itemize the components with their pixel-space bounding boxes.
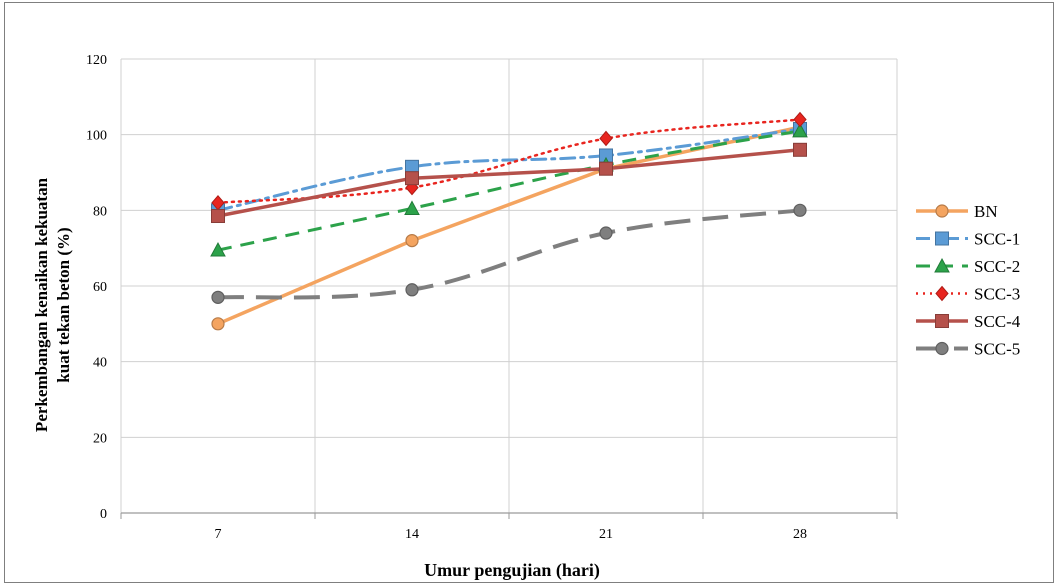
- x-tick-label: 14: [405, 527, 419, 542]
- y-axis-title-line2: kuat tekan beton (%): [54, 227, 73, 382]
- legend-marker-scc-5: [935, 341, 949, 356]
- data-point-scc-5: [599, 226, 613, 240]
- y-tick-label: 80: [93, 204, 107, 219]
- series-lines: [216, 118, 802, 326]
- x-axis-title: Umur pengujian (hari): [424, 560, 600, 581]
- series-line-scc-1: [216, 127, 802, 212]
- legend-label: SCC-5: [974, 340, 1020, 359]
- data-point-scc-3: [599, 130, 613, 147]
- legend-label: SCC-4: [974, 312, 1021, 331]
- data-point-scc-2: [792, 122, 808, 138]
- series-line-scc-4: [216, 148, 802, 218]
- y-tick-label: 20: [93, 431, 107, 446]
- legend-label: SCC-1: [974, 230, 1020, 249]
- legend: BN SCC-1 SCC-2 SCC-3 SCC-4 SCC-5: [916, 202, 1021, 359]
- legend-marker-scc-1: [935, 231, 949, 246]
- x-tick-label: 28: [793, 527, 807, 542]
- data-point-scc-4: [793, 142, 807, 157]
- legend-marker-scc-4: [935, 314, 949, 328]
- y-tick-label: 60: [93, 280, 107, 295]
- legend-marker-bn: [935, 204, 949, 218]
- legend-marker-scc-2: [934, 257, 950, 273]
- y-tick-label: 100: [86, 129, 107, 144]
- y-tick-label: 0: [100, 507, 107, 522]
- gridlines: [120, 58, 898, 513]
- series-line-scc-5: [217, 208, 801, 300]
- axes: 0 20 40 60 80 100 120 7 14 21 28: [86, 53, 898, 542]
- data-point-scc-2: [210, 242, 226, 257]
- y-tick-label: 40: [93, 356, 107, 371]
- data-point-scc-4: [211, 209, 225, 224]
- x-tick-label: 7: [215, 527, 222, 542]
- data-point-scc-3: [793, 111, 807, 128]
- data-point-scc-2: [404, 200, 420, 215]
- data-point-scc-5: [211, 290, 225, 304]
- x-tick-label: 21: [599, 527, 613, 542]
- legend-marker-scc-3: [935, 285, 949, 302]
- y-tick-label: 120: [86, 53, 107, 68]
- series-line-scc-2: [217, 129, 801, 252]
- data-point-scc-4: [599, 161, 613, 176]
- data-point-scc-4: [405, 171, 419, 186]
- data-point-bn: [211, 317, 225, 331]
- chart-frame: [4, 2, 1054, 583]
- data-point-scc-5: [405, 283, 419, 297]
- legend-label: SCC-3: [974, 285, 1020, 304]
- y-axis-title-line1: Perkembangan kenaikan kekuatan: [32, 177, 51, 432]
- data-point-scc-5: [793, 203, 807, 217]
- series-markers: [210, 111, 808, 331]
- legend-label: SCC-2: [974, 257, 1020, 276]
- data-point-bn: [405, 234, 419, 248]
- legend-label: BN: [974, 202, 998, 221]
